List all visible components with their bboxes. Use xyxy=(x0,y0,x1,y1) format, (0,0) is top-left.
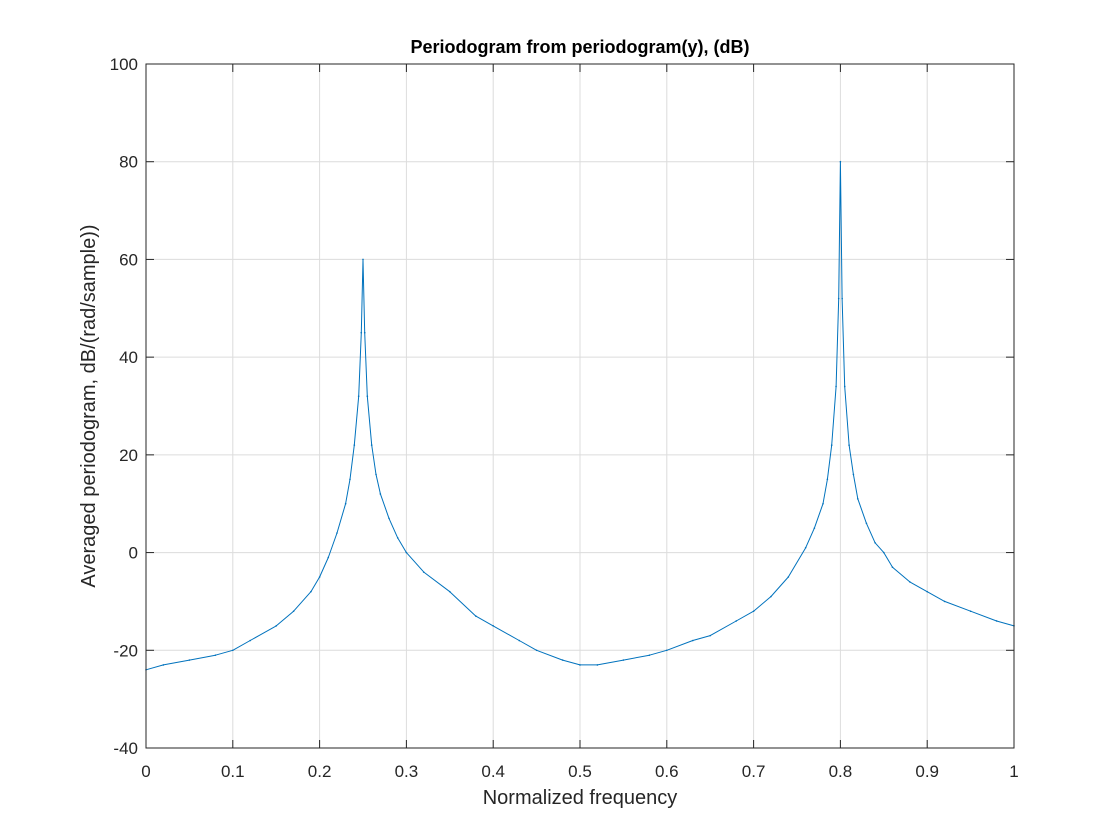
data-point xyxy=(839,160,842,163)
data-point xyxy=(822,502,824,505)
data-point xyxy=(826,478,829,481)
x-tick-label: 0.8 xyxy=(829,762,853,781)
data-point xyxy=(752,610,755,612)
y-tick-label: 100 xyxy=(110,55,138,74)
data-point xyxy=(375,473,377,476)
data-point xyxy=(735,620,738,622)
grid-lines xyxy=(146,64,1014,748)
data-point xyxy=(327,556,330,559)
data-point xyxy=(275,625,278,627)
data-point xyxy=(648,654,651,656)
data-point xyxy=(405,551,408,554)
chart-title: Periodogram from periodogram(y), (dB) xyxy=(410,37,749,57)
data-point xyxy=(475,615,477,617)
data-point xyxy=(969,610,972,612)
data-point xyxy=(363,331,366,334)
data-point xyxy=(883,551,885,554)
data-point xyxy=(535,649,538,652)
data-point xyxy=(214,654,217,656)
y-tick-label: -40 xyxy=(113,739,138,758)
data-point xyxy=(830,444,833,446)
data-point xyxy=(353,444,356,446)
y-tick-label: 0 xyxy=(129,544,138,563)
data-point xyxy=(396,537,399,539)
x-tick-label: 0.2 xyxy=(308,762,332,781)
data-point xyxy=(926,590,928,593)
data-point xyxy=(379,493,382,495)
data-point xyxy=(366,395,369,398)
y-tick-label: 40 xyxy=(119,348,138,367)
data-point xyxy=(692,639,694,642)
data-point xyxy=(835,385,837,388)
data-point xyxy=(666,649,668,652)
data-point xyxy=(891,566,894,569)
data-point xyxy=(357,395,360,398)
x-tick-label: 0.7 xyxy=(742,762,766,781)
data-point xyxy=(709,634,711,637)
x-tick-label: 0.4 xyxy=(481,762,505,781)
data-point xyxy=(292,610,295,612)
data-point xyxy=(579,664,581,666)
data-point xyxy=(336,532,338,534)
data-point xyxy=(344,502,347,505)
data-point xyxy=(492,625,495,627)
data-point xyxy=(249,639,251,642)
data-point xyxy=(188,659,191,661)
y-tick-label: 80 xyxy=(119,153,138,172)
data-point xyxy=(370,444,373,446)
data-point xyxy=(596,664,599,666)
data-point xyxy=(813,527,816,529)
data-point xyxy=(843,385,846,388)
y-tick-labels: -40 -20 0 20 40 60 80 100 xyxy=(110,55,138,758)
data-point xyxy=(310,590,312,593)
data-point xyxy=(874,542,876,544)
data-point xyxy=(449,590,451,593)
tick-marks xyxy=(145,63,1015,749)
data-point xyxy=(837,297,840,300)
data-point xyxy=(943,600,946,603)
data-point xyxy=(848,444,850,446)
x-tick-labels: 0 0.1 0.2 0.3 0.4 0.5 0.6 0.7 0.8 0.9 1 xyxy=(141,762,1018,781)
y-tick-label: -20 xyxy=(113,641,138,660)
data-point xyxy=(804,546,807,549)
data-point xyxy=(909,581,911,583)
data-point xyxy=(995,620,998,622)
data-point xyxy=(388,517,390,520)
data-point xyxy=(622,659,625,661)
x-tick-label: 0.9 xyxy=(915,762,939,781)
x-tick-label: 0.1 xyxy=(221,762,245,781)
data-point xyxy=(360,331,363,334)
y-tick-label: 20 xyxy=(119,446,138,465)
x-tick-label: 1 xyxy=(1009,762,1018,781)
data-point xyxy=(841,297,843,300)
data-point xyxy=(318,576,321,578)
data-point xyxy=(865,522,868,525)
x-tick-label: 0.6 xyxy=(655,762,679,781)
data-point xyxy=(770,595,772,598)
data-point xyxy=(422,571,425,573)
data-point xyxy=(162,664,165,666)
x-tick-label: 0 xyxy=(141,762,150,781)
y-tick-label: 60 xyxy=(119,250,138,269)
x-tick-label: 0.5 xyxy=(568,762,592,781)
data-point xyxy=(362,258,364,261)
data-point xyxy=(561,659,564,661)
data-point xyxy=(787,576,790,578)
data-point xyxy=(518,639,521,642)
x-tick-label: 0.3 xyxy=(395,762,419,781)
data-point xyxy=(349,478,351,481)
y-axis-label: Averaged periodogram, dB/(rad/sample)) xyxy=(78,224,100,587)
x-axis-label: Normalized frequency xyxy=(483,787,678,809)
data-point xyxy=(232,649,234,652)
data-point xyxy=(852,473,855,476)
data-point xyxy=(856,498,859,500)
